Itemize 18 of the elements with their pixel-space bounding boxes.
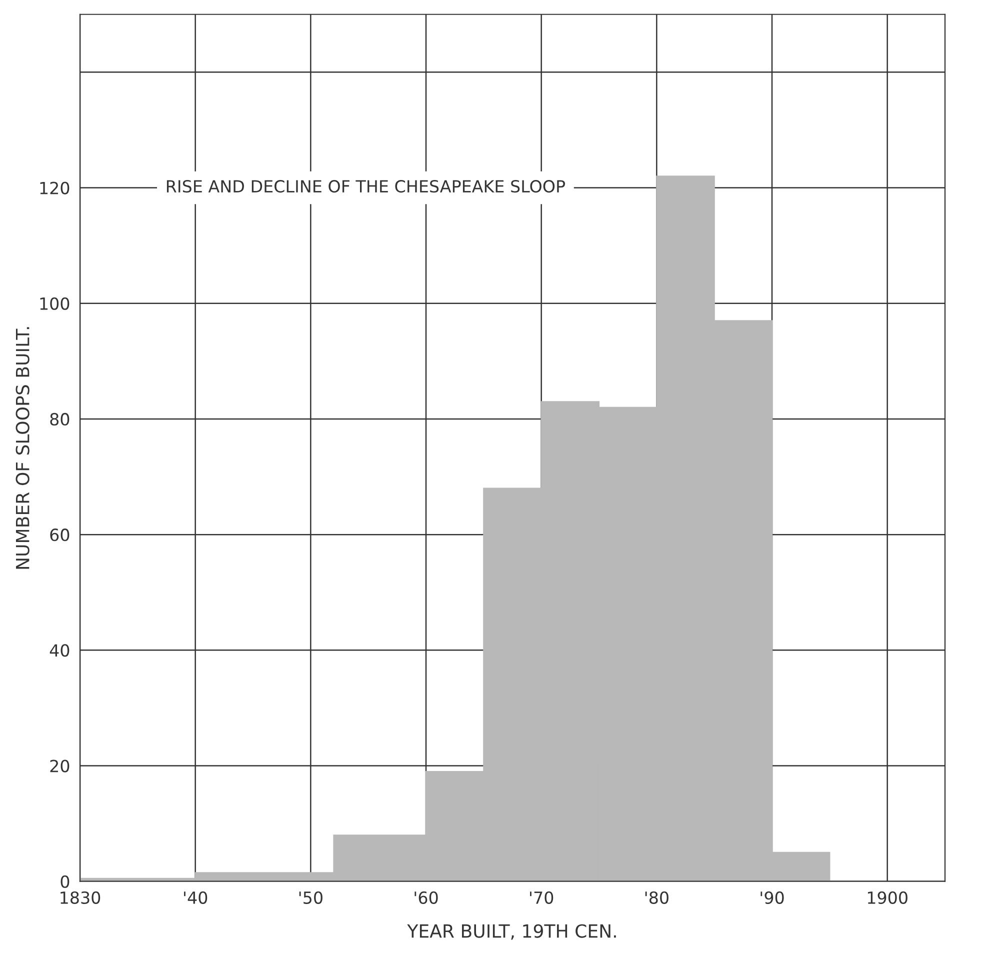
x-tick-label: 1900 <box>868 891 908 904</box>
y-tick-label: 20 <box>50 760 70 772</box>
y-tick-label: 60 <box>50 528 70 542</box>
y-tick-label: 100 <box>40 297 70 310</box>
x-tick-label: '70 <box>530 891 554 904</box>
y-tick-label: 40 <box>50 644 70 657</box>
y-tick-label: 80 <box>50 412 70 426</box>
x-tick-label: '60 <box>414 891 438 904</box>
x-tick-label: '90 <box>760 891 784 904</box>
x-tick-label: '80 <box>645 891 668 904</box>
text: RISE AND DECLINE OF THE CHESAPEAKE SLOOP <box>166 180 565 193</box>
y-tick-label: 120 <box>40 182 70 194</box>
y-tick-label: 0 <box>60 875 70 888</box>
x-tick-label: '50 <box>299 891 322 904</box>
x-axis-title: YEAR BUILT, 19TH CEN. <box>407 924 616 940</box>
x-tick-label: 1830 <box>60 891 100 904</box>
x-tick-label: '40 <box>184 891 208 904</box>
y-axis-title: NUMBER OF SLOOPS BUILT. <box>16 327 30 569</box>
